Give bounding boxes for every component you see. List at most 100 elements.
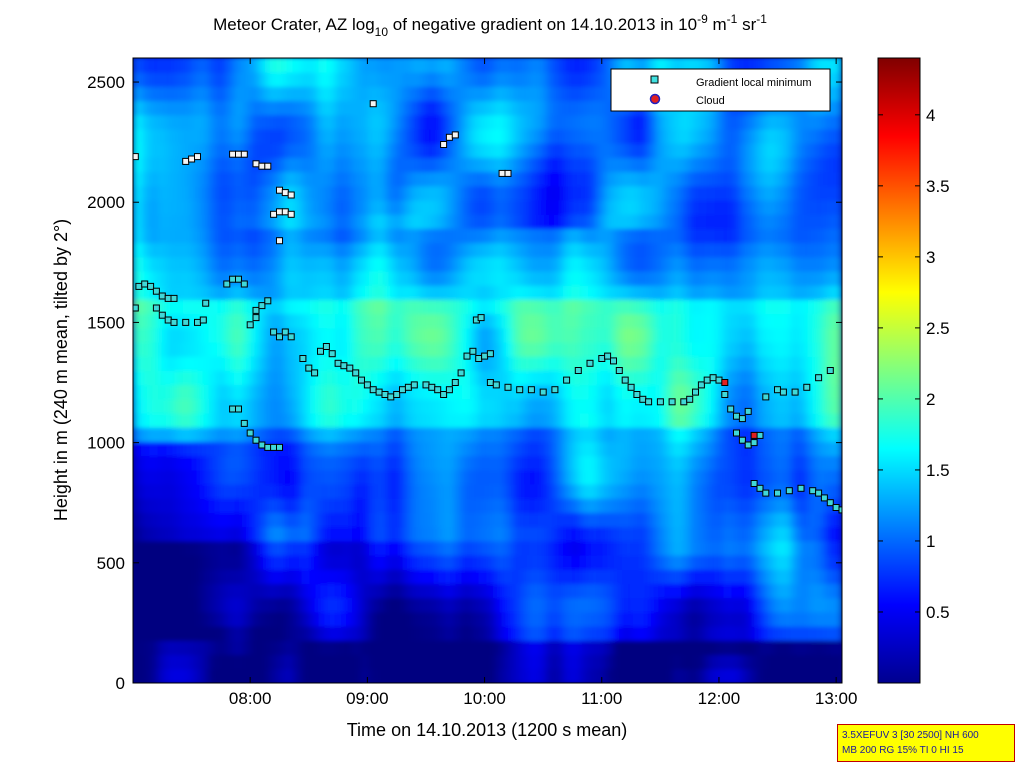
heat-cell xyxy=(672,242,683,258)
heat-cell xyxy=(537,100,548,116)
heat-cell xyxy=(546,668,556,683)
heat-cell xyxy=(773,156,784,173)
heat-cell xyxy=(807,199,818,215)
heat-cell xyxy=(351,58,362,73)
heat-cell xyxy=(647,313,657,329)
heat-cell xyxy=(689,327,700,343)
heat-cell xyxy=(672,639,683,656)
heat-cell xyxy=(731,256,742,272)
heat-cell xyxy=(723,341,733,357)
heat-cell xyxy=(790,483,801,499)
heat-cell xyxy=(259,341,269,357)
heat-cell xyxy=(174,455,185,471)
heat-cell xyxy=(824,370,835,386)
heat-cell xyxy=(309,611,320,627)
heat-cell xyxy=(605,313,615,329)
heat-cell xyxy=(782,270,792,286)
heat-cell xyxy=(351,625,362,641)
heat-cell xyxy=(183,412,193,428)
heat-cell xyxy=(503,583,514,599)
heat-cell xyxy=(537,341,548,357)
heat-cell xyxy=(360,355,370,371)
heat-cell xyxy=(655,355,666,371)
heat-cell xyxy=(529,114,539,130)
heat-cell xyxy=(596,270,607,286)
heat-cell xyxy=(461,284,472,300)
heat-cell xyxy=(748,341,759,357)
heat-cell xyxy=(731,625,742,641)
heat-cell xyxy=(351,497,362,514)
heat-cell xyxy=(174,341,185,357)
heat-cell xyxy=(394,455,404,471)
heat-cell xyxy=(259,668,269,683)
heat-cell xyxy=(579,242,590,258)
heat-cell xyxy=(318,199,328,215)
heat-cell xyxy=(562,256,573,272)
heat-cell xyxy=(672,568,683,585)
heat-cell xyxy=(394,568,404,585)
heat-cell xyxy=(394,540,404,556)
heat-cell xyxy=(208,58,218,73)
gradient-minimum-point xyxy=(305,364,313,372)
gradient-minimum-point xyxy=(445,133,453,141)
heat-cell xyxy=(200,398,210,414)
gradient-minimum-point xyxy=(346,364,354,372)
heat-cell xyxy=(520,227,531,244)
heat-cell xyxy=(757,156,767,173)
heat-cell xyxy=(495,142,505,158)
heat-cell xyxy=(259,227,269,244)
gradient-minimum-point xyxy=(299,355,307,362)
heat-cell xyxy=(267,512,277,528)
heat-cell xyxy=(351,114,362,130)
heat-cell xyxy=(174,583,185,599)
heat-cell xyxy=(672,213,683,229)
heat-cell xyxy=(191,512,202,528)
heat-cell xyxy=(664,270,674,286)
heat-cell xyxy=(208,455,218,471)
heat-cell xyxy=(706,639,716,656)
heat-cell xyxy=(757,370,767,386)
heat-cell xyxy=(655,554,666,570)
heat-cell xyxy=(259,469,269,485)
heat-cell xyxy=(453,426,463,443)
heat-cell xyxy=(427,441,438,457)
heat-cell xyxy=(166,142,176,158)
heat-cell xyxy=(588,114,598,130)
heat-cell xyxy=(630,654,640,670)
heat-cell xyxy=(833,398,842,414)
heat-cell xyxy=(360,540,370,556)
gradient-minimum-point xyxy=(486,350,494,358)
heat-cell xyxy=(444,639,455,656)
heat-cell xyxy=(318,568,328,585)
heat-cell xyxy=(487,497,497,514)
heat-cell xyxy=(622,114,632,130)
heat-cell xyxy=(326,625,337,641)
heat-cell xyxy=(292,313,303,329)
heat-cell xyxy=(579,597,590,613)
heat-cell xyxy=(503,469,514,485)
heat-cell xyxy=(453,284,463,300)
gradient-minimum-point xyxy=(697,381,705,389)
heat-cell xyxy=(444,625,455,641)
heat-cell xyxy=(318,213,328,229)
heat-cell xyxy=(799,284,809,300)
gradient-minimum-point xyxy=(815,489,823,497)
heat-cell xyxy=(461,298,472,315)
heat-cell xyxy=(495,526,505,542)
heat-cell xyxy=(267,426,277,443)
heat-cell xyxy=(647,370,657,386)
heat-cell xyxy=(200,455,210,471)
heat-cell xyxy=(174,441,185,457)
heat-cell xyxy=(157,327,168,343)
heat-cell xyxy=(757,497,767,514)
heat-cell xyxy=(622,213,632,229)
heat-cell xyxy=(748,58,759,73)
heat-cell xyxy=(529,284,539,300)
heat-cell xyxy=(613,512,624,528)
heat-cell xyxy=(368,171,379,187)
heat-cell xyxy=(596,611,607,627)
heat-cell xyxy=(773,227,784,244)
heat-cell xyxy=(326,483,337,499)
heat-cell xyxy=(537,526,548,542)
heat-cell xyxy=(546,639,556,656)
